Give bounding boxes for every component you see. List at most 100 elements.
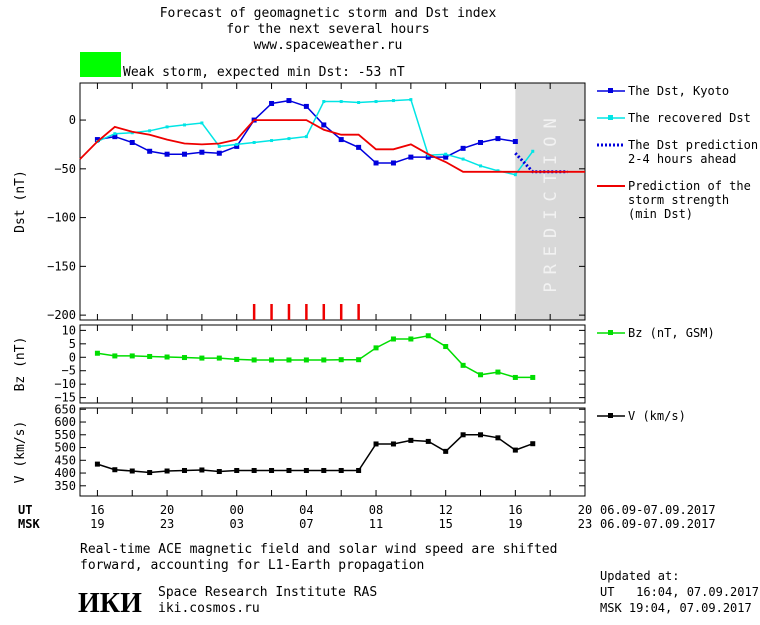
ut-tick-label: 20 (160, 503, 174, 517)
y-tick-label: 0 (69, 350, 76, 364)
data-point (148, 129, 152, 133)
data-point (321, 122, 327, 128)
chart-title-line-1: Forecast of geomagnetic storm and Dst in… (160, 6, 497, 21)
ut-tick-label: 04 (299, 503, 313, 517)
legend-label: 2-4 hours ahead (628, 152, 736, 166)
data-point (270, 139, 274, 143)
data-point (460, 145, 466, 151)
updated-msk: MSK 19:04, 07.09.2017 (600, 601, 752, 615)
institute-name: Space Research Institute RAS (158, 585, 377, 600)
msk-date-range: 06.09-07.09.2017 (600, 517, 716, 531)
panel-frame (79, 407, 586, 497)
legend-label: V (km/s) (628, 409, 686, 423)
data-point (425, 438, 431, 444)
legend-label: The Dst prediction (628, 138, 758, 152)
data-point (479, 164, 483, 168)
data-point (374, 100, 378, 104)
data-point (478, 372, 484, 378)
updated-ut: UT 16:04, 07.09.2017 (600, 585, 759, 599)
msk-tick-label: 15 (438, 517, 452, 531)
data-point (252, 140, 256, 144)
y-tick-label: 550 (54, 428, 76, 442)
legend-label: (min Dst) (628, 207, 693, 221)
data-point (478, 432, 484, 438)
ut-tick-label: 16 (90, 503, 104, 517)
legend-label: The recovered Dst (628, 111, 751, 125)
data-point (199, 467, 205, 473)
msk-tick-label: 03 (229, 517, 243, 531)
data-point (113, 132, 117, 136)
institute-site[interactable]: iki.cosmos.ru (158, 601, 260, 616)
data-point (390, 336, 396, 342)
data-point (425, 154, 431, 160)
series-line (97, 434, 534, 474)
y-tick-label: −50 (54, 162, 76, 176)
data-point (460, 362, 466, 368)
data-point (530, 374, 536, 380)
data-point (130, 131, 134, 135)
data-point (390, 441, 396, 447)
data-point (234, 467, 240, 473)
speed-legend: V (km/s) (597, 409, 686, 423)
data-point (181, 467, 187, 473)
dst-legend: The Dst, Kyoto The recovered Dst The Dst p… (597, 84, 758, 221)
data-point (235, 142, 239, 146)
y-tick-label: 650 (54, 402, 76, 416)
data-point (338, 137, 344, 143)
data-point (286, 467, 292, 473)
data-point (408, 437, 414, 443)
data-point (182, 123, 186, 127)
y-tick-label: −150 (47, 259, 76, 273)
data-point (512, 447, 518, 453)
data-point (322, 100, 326, 104)
data-point (147, 148, 153, 154)
y-tick-label: −200 (47, 308, 76, 322)
legend-label: Bz (nT, GSM) (628, 326, 715, 340)
data-point (129, 139, 135, 145)
data-point (390, 160, 396, 166)
storm-level-label: Weak storm, expected min Dst: -53 nT (123, 65, 405, 80)
y-tick-label: 350 (54, 479, 76, 493)
series-line (97, 335, 533, 379)
prediction-zone (515, 83, 585, 320)
data-point (425, 333, 431, 339)
msk-axis-label: MSK (18, 517, 40, 531)
y-tick-label: 500 (54, 441, 76, 455)
y-tick-label: −5 (62, 364, 76, 378)
data-point (181, 355, 187, 361)
series-line (97, 99, 516, 164)
data-point (234, 143, 240, 149)
data-point (269, 357, 275, 363)
y-tick-label: −10 (54, 377, 76, 391)
y-tick-label: −15 (54, 391, 76, 405)
y-tick-label: 600 (54, 415, 76, 429)
data-point (286, 98, 292, 104)
y-tick-label: −100 (47, 211, 76, 225)
msk-tick-label: 23 (160, 517, 174, 531)
y-tick-label: 5 (69, 337, 76, 351)
data-point (513, 173, 517, 177)
data-point (408, 154, 414, 160)
data-point (251, 357, 257, 363)
msk-tick-label: 07 (299, 517, 313, 531)
data-point (304, 135, 308, 139)
data-point (112, 134, 118, 140)
dst-panel: PREDICTION 0 −50 −100 −150 −200 Dst (nT) (13, 82, 586, 322)
data-point (512, 139, 518, 145)
data-point (338, 357, 344, 363)
data-point (443, 154, 449, 160)
data-point (461, 157, 465, 161)
bz-legend: Bz (nT, GSM) (597, 326, 715, 340)
series-line (79, 119, 585, 173)
data-point (269, 100, 275, 106)
data-point (338, 467, 344, 473)
data-point (443, 344, 449, 350)
y-axis-label: Dst (nT) (13, 170, 28, 233)
data-point (339, 100, 343, 104)
ut-tick-label: 16 (508, 503, 522, 517)
data-point (216, 355, 222, 361)
data-point (496, 169, 500, 173)
chart-title-url: www.spaceweather.ru (254, 38, 403, 53)
